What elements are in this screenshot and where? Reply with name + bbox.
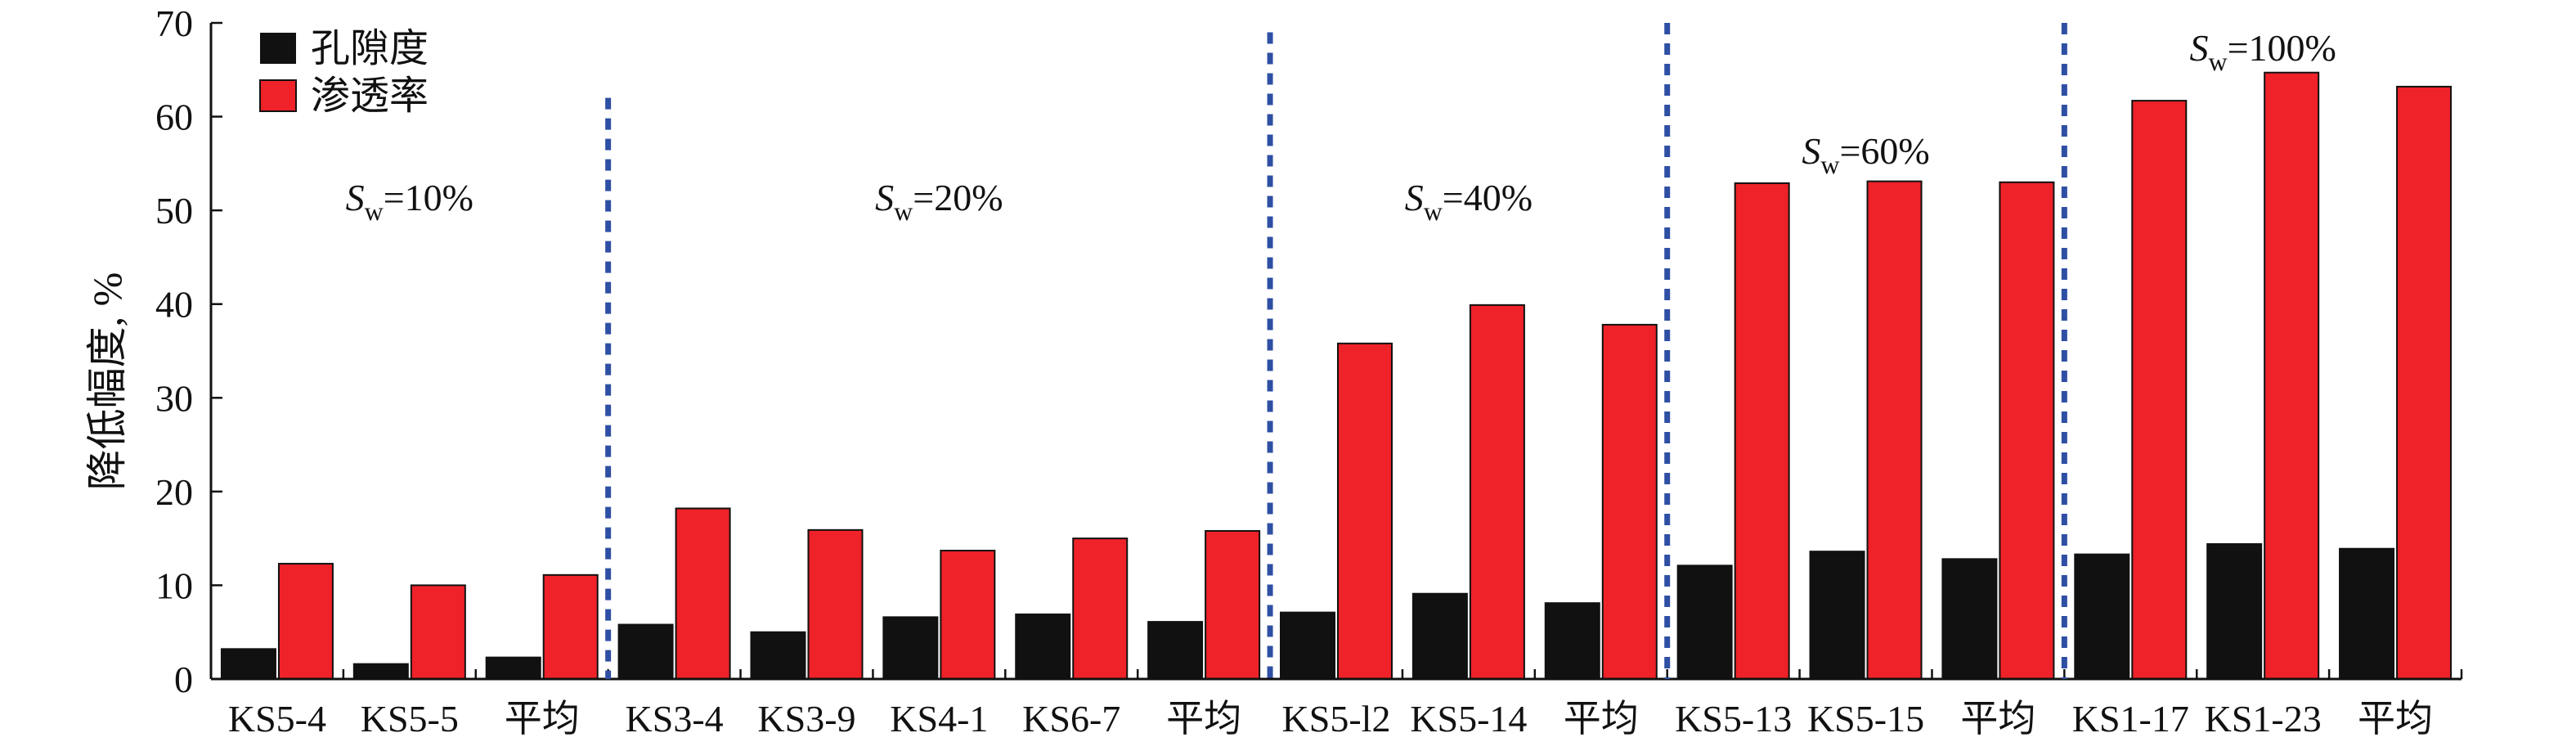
bar-porosity-9 <box>1280 611 1335 681</box>
bar-porosity-1 <box>220 648 276 681</box>
bar-porosity-17 <box>2339 547 2395 681</box>
bar-permeability-15 <box>2131 100 2188 680</box>
x-tick-label-10: KS5-14 <box>1410 698 1527 738</box>
bar-permeability-3 <box>542 573 599 681</box>
bar-permeability-1 <box>277 563 334 680</box>
bar-porosity-16 <box>2206 543 2263 681</box>
y-tick-label-70: 70 <box>155 2 193 44</box>
x-tick-label-3: 平均 <box>505 698 580 738</box>
y-tick-label-0: 0 <box>174 659 193 700</box>
y-tick-label-60: 60 <box>155 97 193 138</box>
x-tick-label-2: KS5-5 <box>361 698 459 738</box>
bar-porosity-6 <box>882 616 939 681</box>
bar-porosity-12 <box>1676 564 1733 681</box>
bar-permeability-4 <box>675 507 731 680</box>
bar-porosity-8 <box>1147 621 1204 681</box>
bar-permeability-13 <box>1866 180 1923 680</box>
bar-porosity-13 <box>1809 551 1865 680</box>
legend-swatch-porosity <box>260 33 296 64</box>
bar-permeability-17 <box>2396 85 2453 680</box>
bar-porosity-3 <box>485 656 541 680</box>
y-tick-label-50: 50 <box>155 190 193 232</box>
bar-permeability-11 <box>1601 323 1658 680</box>
bar-porosity-15 <box>2074 553 2130 680</box>
x-tick-label-17: 平均 <box>2358 698 2433 738</box>
bar-porosity-10 <box>1411 592 1468 680</box>
bar-permeability-2 <box>410 584 466 681</box>
group-label-2: Sw=20% <box>875 177 1003 226</box>
x-tick-label-7: KS6-7 <box>1022 698 1120 738</box>
bar-porosity-5 <box>750 631 806 681</box>
x-tick-label-14: 平均 <box>1960 698 2035 738</box>
bar-permeability-16 <box>2264 71 2320 681</box>
bar-porosity-11 <box>1544 602 1600 680</box>
bar-permeability-14 <box>1999 181 2055 680</box>
bar-permeability-7 <box>1072 537 1129 681</box>
x-tick-label-9: KS5-l2 <box>1282 698 1391 738</box>
group-label-5: Sw=100% <box>2189 27 2336 76</box>
x-tick-label-5: KS3-9 <box>757 698 855 738</box>
group-label-3: Sw=40% <box>1405 177 1533 226</box>
x-tick-label-16: KS1-23 <box>2205 698 2322 738</box>
bar-permeability-8 <box>1205 529 1261 681</box>
y-tick-label-30: 30 <box>155 377 193 419</box>
bar-porosity-14 <box>1941 558 1998 680</box>
bar-permeability-9 <box>1337 342 1393 680</box>
y-tick-label-10: 10 <box>155 564 193 606</box>
bar-porosity-7 <box>1015 613 1071 681</box>
bar-permeability-6 <box>940 550 996 681</box>
x-tick-label-12: KS5-13 <box>1675 698 1792 738</box>
y-tick-label-40: 40 <box>155 284 193 326</box>
x-tick-label-8: 平均 <box>1166 698 1241 738</box>
x-tick-label-11: 平均 <box>1564 698 1639 738</box>
legend-label-permeability: 渗透率 <box>311 74 429 118</box>
bar-permeability-5 <box>807 528 864 680</box>
legend-swatch-permeability <box>259 79 297 112</box>
legend-label-porosity: 孔隙度 <box>311 27 429 70</box>
x-tick-label-6: KS4-1 <box>890 698 988 738</box>
group-label-1: Sw=10% <box>346 177 473 226</box>
y-axis-label: 降低幅度, % <box>84 272 130 491</box>
x-tick-label-15: KS1-17 <box>2072 698 2189 738</box>
bar-permeability-10 <box>1469 304 1525 680</box>
x-tick-label-1: KS5-4 <box>228 698 326 738</box>
group-label-4: Sw=60% <box>1802 130 1929 179</box>
bar-porosity-4 <box>617 623 674 681</box>
x-tick-label-4: KS3-4 <box>626 698 724 738</box>
bar-porosity-2 <box>352 663 409 681</box>
x-tick-label-13: KS5-15 <box>1807 698 1924 738</box>
bar-permeability-12 <box>1734 182 1790 681</box>
y-tick-label-20: 20 <box>155 471 193 513</box>
